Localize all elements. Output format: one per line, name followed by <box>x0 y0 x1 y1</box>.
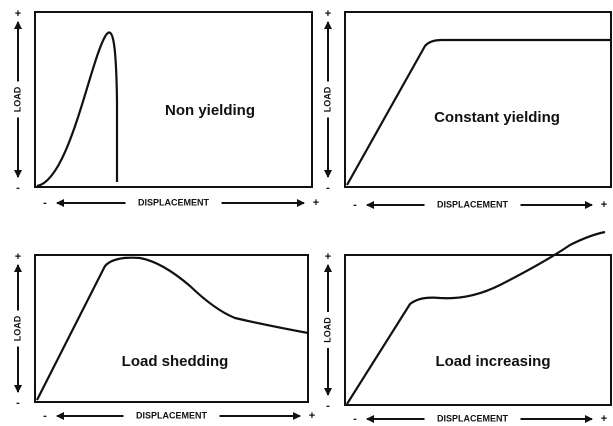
y-axis-label: LOAD <box>12 315 22 341</box>
y-axis-label: LOAD <box>322 86 332 112</box>
x-axis-label: DISPLACEMENT <box>437 413 509 423</box>
load-curve <box>36 256 309 401</box>
x-sign-plus: + <box>309 410 315 422</box>
panel-label: Non yielding <box>165 102 255 119</box>
panel-frame <box>344 11 612 188</box>
y-sign-plus: + <box>15 8 21 20</box>
x-sign-plus: + <box>313 197 319 209</box>
load-curve <box>36 31 119 188</box>
y-sign-minus: - <box>16 397 20 409</box>
panel-label: Constant yielding <box>434 109 560 126</box>
load-curve <box>346 38 611 186</box>
x-sign-plus: + <box>601 413 607 425</box>
x-sign-minus: - <box>353 413 357 425</box>
y-sign-minus: - <box>326 400 330 412</box>
y-sign-plus: + <box>325 251 331 263</box>
x-sign-minus: - <box>353 199 357 211</box>
x-sign-minus: - <box>43 197 47 209</box>
load-curve <box>346 230 606 405</box>
y-sign-plus: + <box>15 251 21 263</box>
x-axis-label: DISPLACEMENT <box>136 410 208 420</box>
panel-label: Load increasing <box>435 353 550 370</box>
x-sign-plus: + <box>601 199 607 211</box>
y-axis-label: LOAD <box>322 317 332 343</box>
panel-frame <box>34 254 309 403</box>
x-axis-label: DISPLACEMENT <box>138 197 210 207</box>
y-axis-label: LOAD <box>12 86 22 112</box>
y-sign-plus: + <box>325 8 331 20</box>
panel-frame <box>34 11 313 188</box>
x-axis-label: DISPLACEMENT <box>437 199 509 209</box>
y-sign-minus: - <box>326 182 330 194</box>
y-sign-minus: - <box>16 182 20 194</box>
x-sign-minus: - <box>43 410 47 422</box>
panel-frame <box>344 254 612 406</box>
panel-label: Load shedding <box>122 353 229 370</box>
